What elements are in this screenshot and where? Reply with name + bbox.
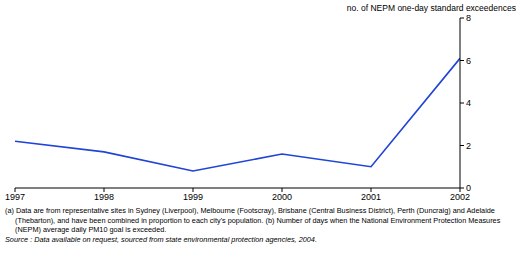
svg-text:2: 2 xyxy=(466,141,471,151)
svg-text:1997: 1997 xyxy=(8,192,25,202)
html-text:(a) Data are from representati: (a) Data are from representative sites i… xyxy=(5,206,501,234)
svg-text:6: 6 xyxy=(466,56,471,66)
html-text:no. of NEPM one-day standard e: no. of NEPM one-day standard exceedences xyxy=(346,3,516,13)
svg-text:4: 4 xyxy=(466,98,471,108)
svg-text:0: 0 xyxy=(466,183,471,193)
svg-text:8: 8 xyxy=(466,13,471,23)
svg-text:2002: 2002 xyxy=(450,192,470,202)
svg-text:2000: 2000 xyxy=(272,192,292,202)
svg-text:2001: 2001 xyxy=(361,192,381,202)
svg-text:1998: 1998 xyxy=(94,192,114,202)
html-text:Source : Data available on req: Source : Data available on request, sour… xyxy=(5,234,317,244)
svg-text:1999: 1999 xyxy=(183,192,203,202)
